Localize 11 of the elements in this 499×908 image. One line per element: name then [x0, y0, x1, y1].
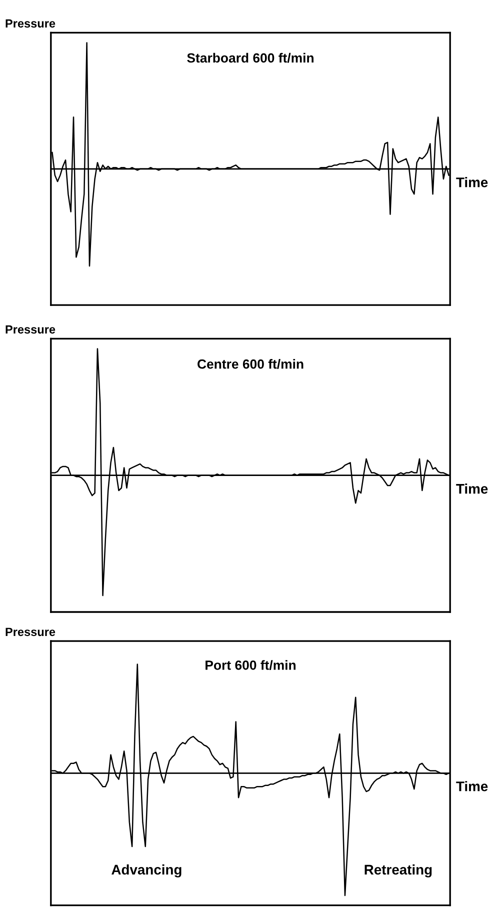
x-axis-title: Time	[456, 177, 488, 188]
y-axis-title: Pressure	[6, 628, 56, 636]
x-axis-title: Time	[456, 781, 488, 792]
chart-title: Port 600 ft/min	[206, 660, 296, 670]
annotation: Retreating	[364, 864, 432, 878]
text: Centre 600 ft/min	[198, 359, 304, 369]
y-axis-title: Pressure	[6, 19, 56, 28]
annotation: Advancing	[112, 864, 182, 878]
text: Starboard 600 ft/min	[187, 52, 314, 63]
x-axis-title: Time	[456, 484, 488, 494]
y-axis-title: Pressure	[6, 325, 56, 334]
